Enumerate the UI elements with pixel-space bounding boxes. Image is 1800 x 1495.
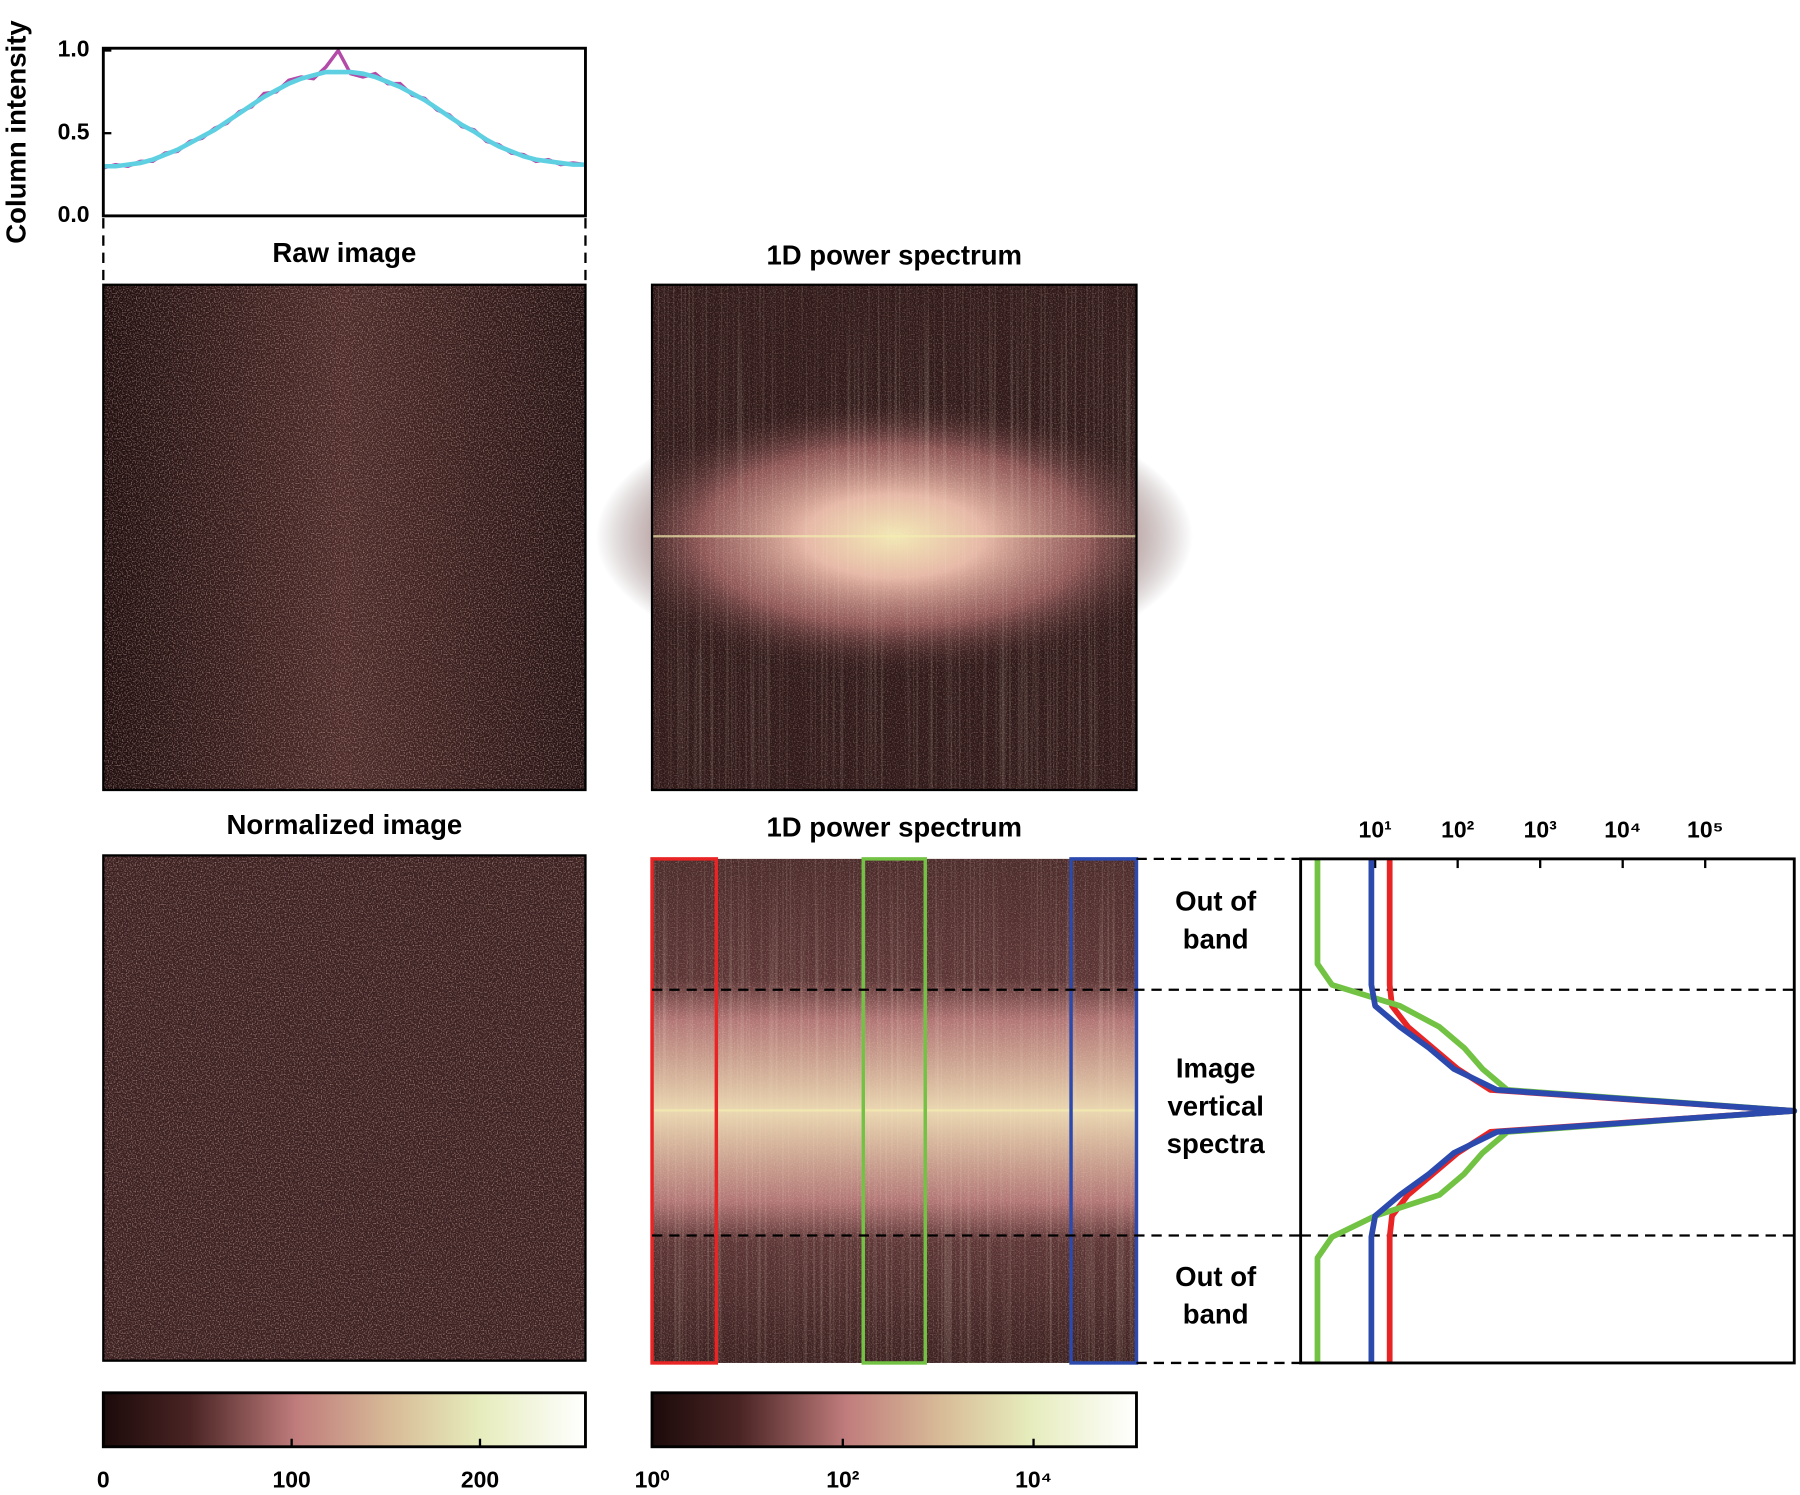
annotation: Image xyxy=(1176,1052,1256,1083)
x-tick-label: 10⁴ xyxy=(1015,1466,1052,1492)
annotation: spectra xyxy=(1167,1128,1266,1159)
y-axis-label: Column intensity xyxy=(1,20,32,244)
region-box xyxy=(1069,857,1139,1365)
spectrum-line xyxy=(1368,858,1798,1363)
spectrum-texture xyxy=(652,284,1137,790)
normalized-texture xyxy=(103,855,586,1361)
panel-title: Raw image xyxy=(272,237,416,268)
annotation: band xyxy=(1183,923,1249,954)
colorbar xyxy=(650,1391,1138,1449)
panel-title: 1D power spectrum xyxy=(766,811,1022,842)
series-line xyxy=(103,69,586,169)
x-tick-label: 10⁴ xyxy=(1604,816,1641,842)
annotation: Out of xyxy=(1175,885,1257,916)
x-tick-label: 10¹ xyxy=(1359,816,1392,842)
annotation: vertical xyxy=(1167,1090,1263,1121)
y-tick-label: 1.0 xyxy=(58,36,90,62)
region-box xyxy=(650,857,719,1365)
raw-texture xyxy=(103,284,586,790)
x-tick-label: 10⁵ xyxy=(1687,816,1723,842)
x-tick-label: 100 xyxy=(273,1466,311,1492)
x-tick-label: 200 xyxy=(461,1466,499,1492)
panel-title: 1D power spectrum xyxy=(766,239,1022,270)
y-tick-label: 0.0 xyxy=(58,201,90,227)
x-tick-label: 10⁰ xyxy=(635,1466,670,1492)
plot-frame xyxy=(101,46,587,218)
panel-title: Normalized image xyxy=(227,809,463,840)
band-lines xyxy=(102,218,1795,1365)
plot-frame xyxy=(1299,857,1796,1365)
x-tick-label: 0 xyxy=(97,1466,110,1492)
frame xyxy=(650,283,1138,792)
y-tick-label: 0.5 xyxy=(58,118,90,144)
x-tick-label: 10³ xyxy=(1524,816,1558,842)
spectrum-line xyxy=(1386,858,1798,1363)
colorbar xyxy=(101,1391,587,1449)
region-box xyxy=(861,857,927,1365)
annotation: band xyxy=(1183,1299,1249,1330)
frame xyxy=(102,283,587,792)
frame xyxy=(102,854,587,1362)
x-tick-label: 10² xyxy=(826,1466,860,1492)
annotation: Out of xyxy=(1175,1261,1257,1292)
x-tick-label: 10² xyxy=(1441,816,1475,842)
